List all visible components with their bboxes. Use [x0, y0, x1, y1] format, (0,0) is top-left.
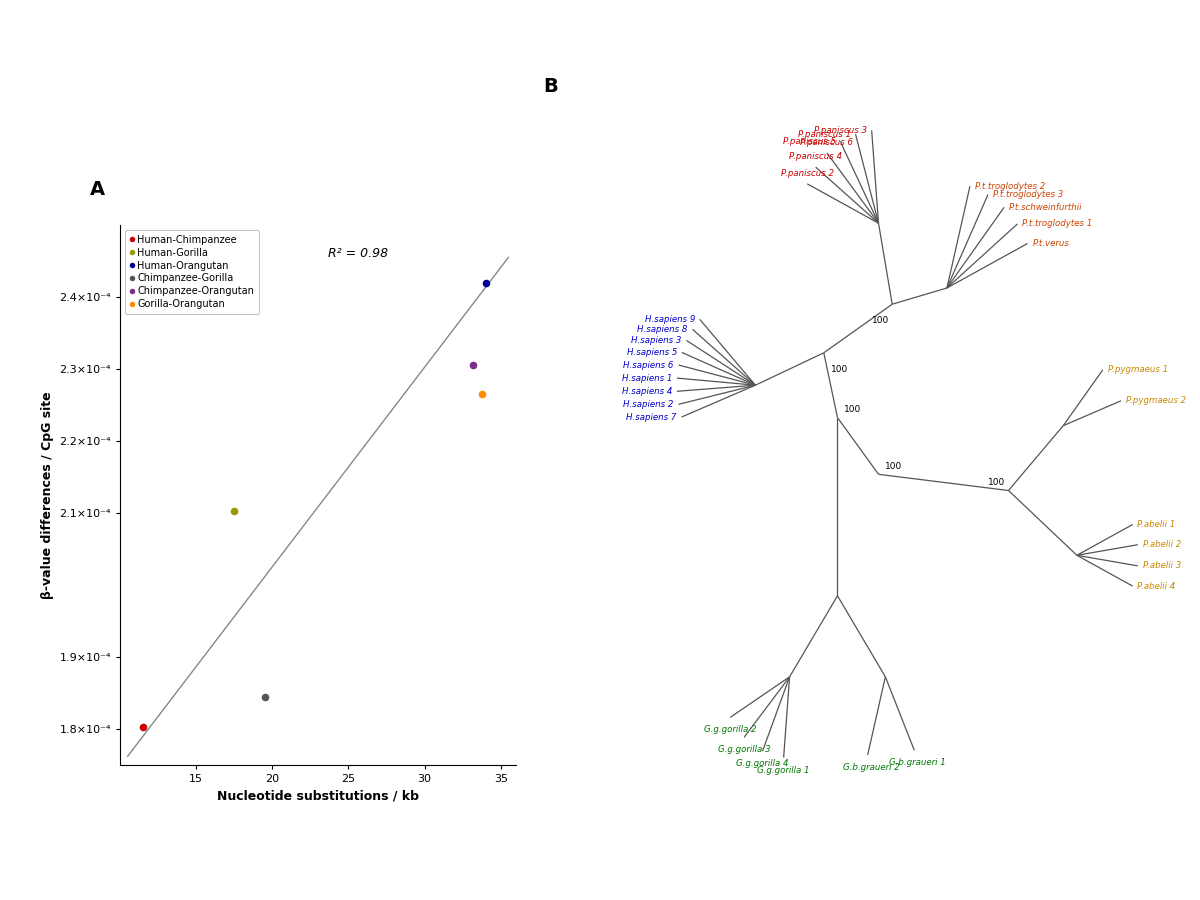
Text: P.t.troglodytes 2: P.t.troglodytes 2	[974, 182, 1045, 191]
Text: P.t.verus: P.t.verus	[1032, 239, 1069, 248]
Text: 100: 100	[830, 364, 848, 373]
Text: G.b.graueri 2: G.b.graueri 2	[842, 763, 900, 772]
Point	[463, 358, 482, 373]
Text: R² = 0.98: R² = 0.98	[328, 247, 388, 259]
Text: G.b.graueri 1: G.b.graueri 1	[889, 759, 946, 768]
Text: H.sapiens 6: H.sapiens 6	[624, 361, 674, 370]
Text: P.paniscus 2: P.paniscus 2	[781, 169, 834, 178]
Text: A: A	[90, 180, 106, 199]
Text: G.g.gorilla 1: G.g.gorilla 1	[757, 766, 810, 775]
Text: H.sapiens 9: H.sapiens 9	[644, 315, 695, 324]
Text: 100: 100	[988, 478, 1006, 487]
Text: H.sapiens 1: H.sapiens 1	[622, 374, 672, 382]
Text: P.paniscus 4: P.paniscus 4	[790, 152, 842, 161]
Text: P.paniscus 1: P.paniscus 1	[798, 130, 851, 139]
Text: H.sapiens 4: H.sapiens 4	[622, 387, 672, 396]
Text: 100: 100	[845, 405, 862, 414]
Text: P.abelii 2: P.abelii 2	[1142, 540, 1181, 549]
Text: H.sapiens 8: H.sapiens 8	[637, 325, 688, 334]
Text: P.paniscus 6: P.paniscus 6	[800, 139, 853, 148]
Text: P.t.troglodytes 1: P.t.troglodytes 1	[1022, 220, 1092, 229]
Text: G.g.gorilla 2: G.g.gorilla 2	[704, 725, 757, 734]
Point	[133, 720, 152, 734]
Legend: Human-Chimpanzee, Human-Gorilla, Human-Orangutan, Chimpanzee-Gorilla, Chimpanzee: Human-Chimpanzee, Human-Gorilla, Human-O…	[125, 230, 259, 314]
Text: G.g.gorilla 4: G.g.gorilla 4	[737, 760, 788, 769]
Text: P.paniscus 3: P.paniscus 3	[814, 126, 866, 135]
Text: G.g.gorilla 3: G.g.gorilla 3	[718, 745, 770, 754]
Text: 100: 100	[886, 462, 902, 471]
Point	[476, 275, 496, 290]
Text: H.sapiens 7: H.sapiens 7	[626, 412, 677, 421]
Text: 100: 100	[871, 316, 889, 325]
Text: H.sapiens 5: H.sapiens 5	[626, 348, 677, 357]
Text: P.pygmaeus 1: P.pygmaeus 1	[1108, 365, 1168, 374]
Text: P.abelii 3: P.abelii 3	[1142, 562, 1181, 571]
Text: P.pygmaeus 2: P.pygmaeus 2	[1126, 396, 1186, 405]
Text: H.sapiens 3: H.sapiens 3	[631, 336, 682, 345]
X-axis label: Nucleotide substitutions / kb: Nucleotide substitutions / kb	[217, 789, 419, 803]
Text: H.sapiens 2: H.sapiens 2	[623, 400, 673, 409]
Text: P.paniscus 5: P.paniscus 5	[782, 137, 835, 146]
Text: P.abelii 1: P.abelii 1	[1138, 520, 1176, 529]
Point	[224, 504, 244, 518]
Text: P.abelii 4: P.abelii 4	[1138, 581, 1176, 590]
Point	[256, 689, 275, 704]
Point	[473, 387, 492, 401]
Y-axis label: β-value differences / CpG site: β-value differences / CpG site	[41, 392, 54, 598]
Text: P.t.troglodytes 3: P.t.troglodytes 3	[992, 190, 1063, 199]
Text: B: B	[544, 77, 558, 96]
Text: P.t.schweinfurthii: P.t.schweinfurthii	[1009, 202, 1082, 211]
